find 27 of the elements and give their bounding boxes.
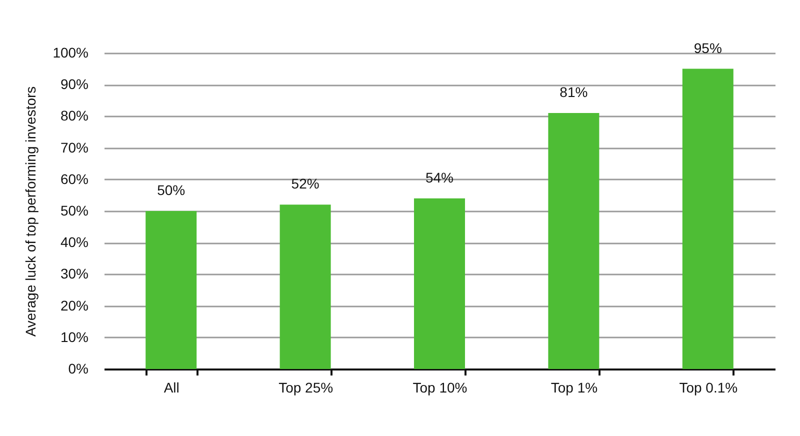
- bar: [414, 198, 465, 369]
- data-label: 95%: [694, 40, 722, 56]
- x-tick-label: Top 0.1%: [679, 380, 738, 396]
- x-tick-label: Top 25%: [278, 380, 334, 396]
- y-tick-label: 0%: [68, 360, 88, 376]
- y-tick-label: 90%: [60, 76, 88, 92]
- y-tick-label: 30%: [60, 266, 88, 282]
- y-tick-label: 70%: [60, 139, 88, 156]
- y-tick-label: 20%: [60, 297, 88, 314]
- bar: [146, 211, 197, 369]
- y-tick-label: 100%: [52, 44, 88, 60]
- y-tick-label: 80%: [60, 108, 88, 124]
- bar: [682, 68, 734, 369]
- bar: [280, 204, 331, 369]
- y-tick-label: 60%: [60, 170, 88, 187]
- y-tick-label: 50%: [60, 202, 88, 218]
- bar: [548, 113, 600, 369]
- x-tick-label: All: [164, 380, 180, 396]
- data-label: 54%: [425, 169, 454, 186]
- data-label: 81%: [560, 84, 588, 100]
- x-tick-label: Top 10%: [412, 380, 468, 396]
- data-label: 52%: [291, 176, 320, 192]
- data-label: 50%: [157, 182, 186, 198]
- y-tick-label: 10%: [60, 328, 88, 345]
- y-axis-title: Average luck of top performing investors: [22, 86, 39, 337]
- y-tick-label: 40%: [60, 234, 88, 250]
- x-tick-label: Top 1%: [550, 380, 598, 396]
